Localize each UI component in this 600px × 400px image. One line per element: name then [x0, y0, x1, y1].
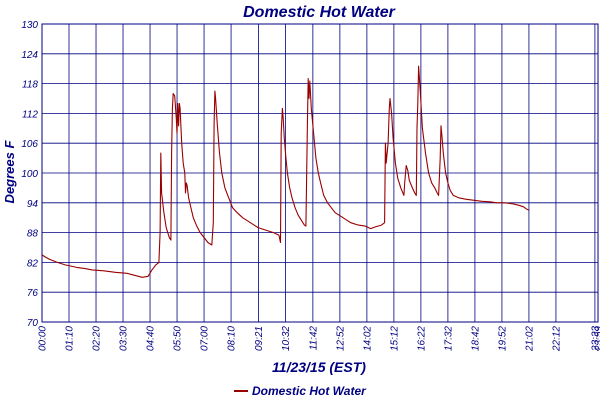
y-tick-label: 88 — [27, 229, 39, 240]
x-tick-label: 08:10 — [227, 326, 238, 351]
y-tick-label: 82 — [27, 258, 39, 269]
x-tick-label: 18:42 — [470, 326, 481, 351]
x-tick-label: 15:12 — [389, 326, 400, 351]
x-tick-label: 05:50 — [173, 326, 184, 351]
y-tick-label: 100 — [21, 169, 38, 180]
x-tick-label: 19:52 — [497, 326, 508, 351]
x-tick-label: 23:59 — [594, 326, 600, 352]
x-tick-label: 16:22 — [416, 326, 427, 351]
x-tick-label: 11:42 — [308, 326, 319, 351]
x-tick-label: 00:00 — [38, 326, 49, 351]
x-tick-label: 01:10 — [65, 326, 76, 351]
y-tick-label: 76 — [27, 288, 39, 299]
legend: Domestic Hot Water — [234, 384, 367, 398]
x-tick-label: 02:20 — [92, 326, 103, 351]
x-tick-label: 14:02 — [362, 326, 373, 351]
grid — [41, 23, 599, 323]
y-tick-label: 112 — [22, 109, 38, 120]
y-tick-label: 94 — [27, 199, 39, 210]
x-axis: 00:00 01:10 02:20 03:30 04:40 05:50 07:00 08:10… — [38, 326, 600, 352]
x-tick-label: 10:32 — [281, 326, 292, 351]
y-tick-label: 118 — [22, 80, 38, 91]
y-axis-label: Degrees F — [2, 140, 17, 204]
x-tick-label: 07:00 — [200, 326, 211, 351]
y-tick-label: 70 — [27, 318, 39, 329]
y-tick-label: 124 — [21, 50, 38, 61]
legend-label: Domestic Hot Water — [252, 384, 367, 398]
y-axis: 70 76 82 88 94 100 106 112 118 124 130 — [21, 20, 38, 329]
x-axis-label: 11/23/15 (EST) — [272, 359, 366, 375]
x-tick-label: 09:21 — [254, 326, 265, 351]
x-tick-label: 21:02 — [524, 326, 535, 352]
x-tick-label: 23:33 — [590, 326, 600, 352]
chart-title: Domestic Hot Water — [243, 4, 396, 21]
y-tick-label: 130 — [21, 20, 38, 31]
x-tick-label: 17:32 — [443, 326, 454, 351]
y-tick-label: 106 — [21, 139, 38, 150]
series-line-domestic-hot-water — [41, 65, 530, 278]
x-tick-label: 03:30 — [119, 326, 130, 351]
x-tick-label: 12:52 — [335, 326, 346, 351]
x-tick-label: 04:40 — [146, 326, 157, 351]
x-tick-label: 22:12 — [551, 326, 562, 352]
plot-area — [41, 23, 599, 323]
